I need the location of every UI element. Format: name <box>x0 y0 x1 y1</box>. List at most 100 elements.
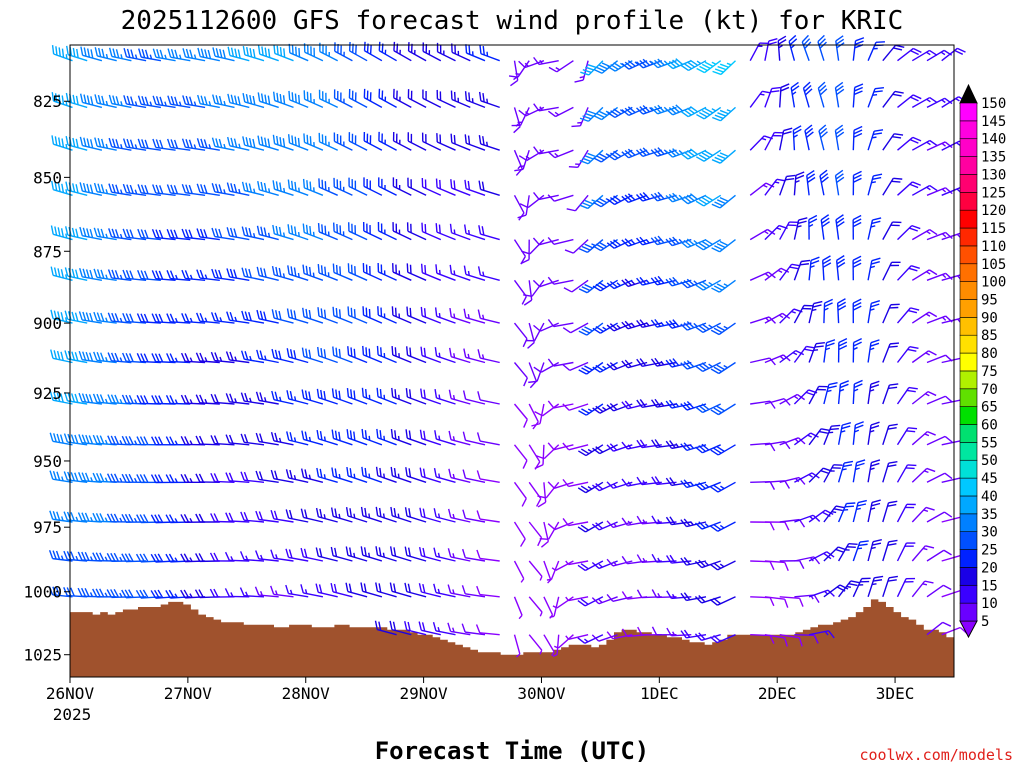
wind-barb <box>882 221 902 240</box>
barb-flag <box>906 430 916 433</box>
wind-barb <box>696 60 722 74</box>
barb-staff <box>553 238 574 245</box>
wind-barb <box>710 560 736 571</box>
wind-barb <box>211 227 235 241</box>
wind-barb <box>513 444 528 469</box>
barb-flag <box>772 134 782 137</box>
barb-flag <box>215 95 220 105</box>
wind-barb <box>592 403 618 414</box>
barb-flag <box>276 135 279 145</box>
wind-barb <box>547 521 574 531</box>
plot-frame <box>69 44 955 678</box>
wind-barb <box>577 481 604 494</box>
barb-flag <box>694 596 703 604</box>
wind-barb <box>896 577 916 598</box>
barb-flag <box>335 347 338 357</box>
barb-flag <box>300 508 305 518</box>
barb-flag <box>183 473 190 483</box>
wind-barb <box>764 86 781 108</box>
wind-barb <box>270 469 294 483</box>
barb-flag <box>76 48 79 58</box>
barb-flag <box>229 268 234 278</box>
barb-flag <box>695 244 704 251</box>
barb-flag <box>680 323 688 331</box>
barb-flag <box>407 547 411 557</box>
barb-flag <box>418 583 423 593</box>
barb-flag <box>55 46 58 56</box>
barb-flag <box>654 105 662 114</box>
wind-barb <box>463 308 486 324</box>
barb-half-flag <box>383 473 386 479</box>
barb-flag <box>94 94 98 104</box>
barb-flag <box>627 60 636 67</box>
barb-flag <box>389 620 393 630</box>
wind-barb <box>478 91 500 109</box>
wind-barb <box>882 575 898 598</box>
wind-barb <box>694 632 721 642</box>
barb-flag <box>701 152 711 159</box>
barb-flag <box>200 138 205 148</box>
barb-flag <box>60 228 65 238</box>
wind-barb <box>777 35 787 61</box>
wind-barb <box>122 138 147 151</box>
barb-flag <box>271 309 275 319</box>
barb-flag <box>447 548 452 558</box>
barb-staff <box>554 521 574 531</box>
barb-flag <box>53 433 57 443</box>
barb-flag <box>838 341 848 347</box>
barb-flag <box>255 510 260 520</box>
barb-flag <box>54 226 58 236</box>
barb-flag <box>477 309 481 319</box>
wind-barb <box>563 279 589 293</box>
wind-barb <box>377 262 397 281</box>
credit-link[interactable]: coolwx.com/models <box>859 746 1013 764</box>
wind-barb <box>764 178 786 196</box>
wind-barb <box>537 482 547 508</box>
barb-flag <box>243 471 249 481</box>
barb-flag <box>578 288 588 294</box>
barb-flag <box>874 575 884 579</box>
barb-flag <box>52 470 57 480</box>
barb-flag <box>126 229 131 238</box>
barb-flag <box>716 364 725 371</box>
barb-flag <box>695 200 705 207</box>
wind-barb <box>406 346 427 364</box>
wind-barb <box>779 221 799 240</box>
barb-flag <box>93 311 98 321</box>
barb-flag <box>79 93 84 103</box>
wind-barb <box>852 540 869 562</box>
barb-half-flag <box>711 108 717 112</box>
barb-half-flag <box>602 365 607 370</box>
barb-flag <box>713 285 723 291</box>
barb-flag <box>309 181 312 191</box>
barb-flag <box>433 583 437 593</box>
barb-flag <box>218 138 223 148</box>
barb-flag <box>166 138 172 148</box>
barb-flag <box>257 45 261 55</box>
barb-flag <box>320 389 323 399</box>
barb-flag <box>336 179 339 189</box>
wind-barb <box>520 239 530 265</box>
wind-barb <box>376 345 397 364</box>
barb-flag <box>408 389 412 399</box>
wind-barb <box>256 266 279 281</box>
barb-half-flag <box>268 188 271 193</box>
wind-barb <box>897 224 921 241</box>
barb-flag <box>591 634 600 642</box>
barb-flag <box>379 430 382 440</box>
barb-flag <box>423 430 426 440</box>
wind-barbs <box>48 34 968 658</box>
barb-flag <box>855 37 865 42</box>
wind-barb <box>347 346 368 364</box>
wind-barb <box>137 138 161 151</box>
barb-flag <box>686 107 695 114</box>
barb-flag <box>306 91 309 101</box>
wind-barb <box>896 307 920 324</box>
barb-flag <box>449 307 452 318</box>
barb-flag <box>802 38 811 46</box>
wind-barb <box>695 194 722 207</box>
wind-barb <box>749 42 769 62</box>
wind-barb <box>837 421 852 445</box>
barb-flag <box>818 124 827 132</box>
wind-barb <box>239 551 265 562</box>
